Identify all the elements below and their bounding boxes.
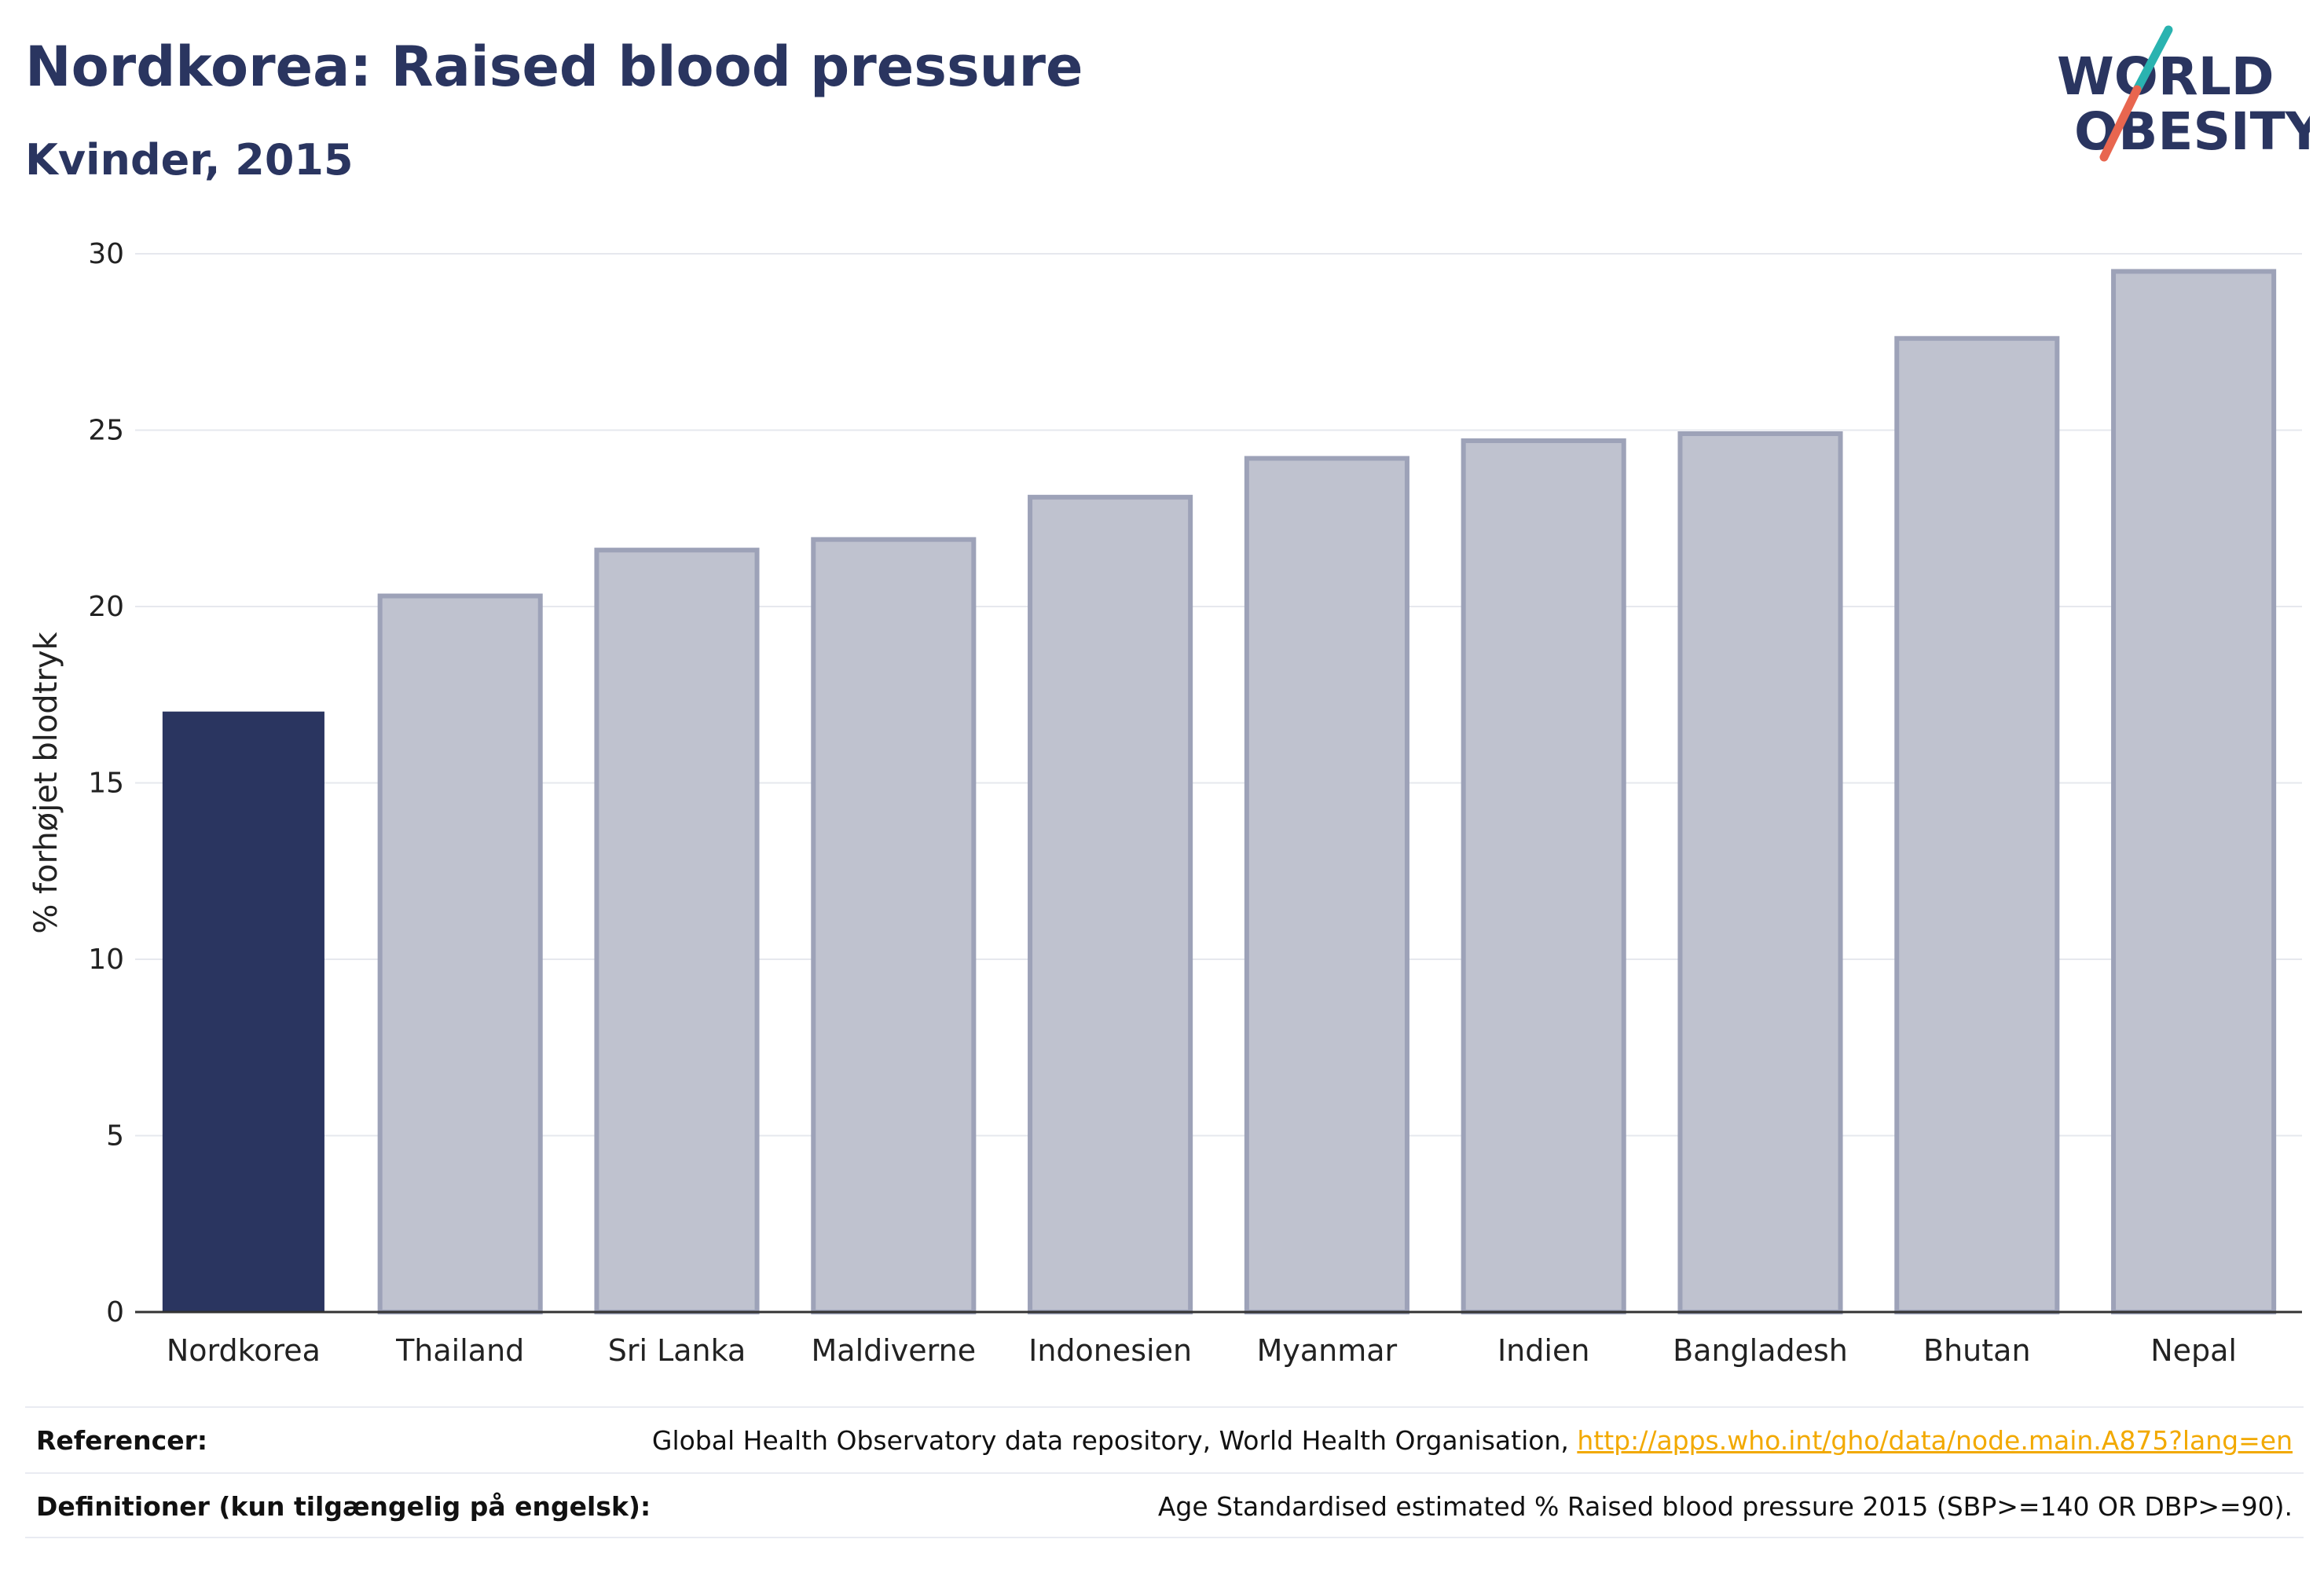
x-tick-label: Thailand: [395, 1333, 524, 1368]
x-tick-label: Bhutan: [1923, 1333, 2031, 1368]
world-obesity-logo-graphic: WORLD OBESITY: [2057, 25, 2324, 162]
bar-chart: 0 5 10 15 20 25 30 Nordkorea Thailand Sri Lanka Ma…: [28, 238, 2302, 1368]
footer-bottom-rule: [25, 1537, 2304, 1538]
x-tick-label: Myanmar: [1257, 1333, 1398, 1368]
world-obesity-logo: WORLD OBESITY: [2043, 24, 2324, 173]
chart-subtitle: Kvinder, 2015: [25, 135, 354, 185]
definitions-label: Definitioner (kun tilgængelig på engelsk…: [36, 1491, 651, 1522]
x-tick-label: Sri Lanka: [608, 1333, 746, 1368]
chart-title: Nordkorea: Raised blood pressure: [25, 35, 1083, 99]
bar-myanmar[interactable]: [1244, 456, 1409, 1314]
references-link[interactable]: http://apps.who.int/gho/data/node.main.A…: [1577, 1425, 2293, 1456]
bar-thailand[interactable]: [377, 593, 543, 1314]
logo-slash-bottom: [2099, 85, 2142, 162]
y-tick-label: 15: [88, 768, 124, 800]
x-tick-label: Bangladesh: [1673, 1333, 1848, 1368]
y-tick-label: 20: [88, 591, 124, 623]
references-value: Global Health Observatory data repositor…: [652, 1425, 2293, 1456]
x-tick-label: Maldiverne: [812, 1333, 977, 1368]
x-tick-label: Indien: [1497, 1333, 1589, 1368]
logo-slash-top: [2132, 25, 2173, 94]
references-row: Referencer: Global Health Observatory da…: [25, 1406, 2304, 1471]
definitions-row: Definitioner (kun tilgængelig på engelsk…: [25, 1472, 2304, 1537]
x-tick-label: Indonesien: [1028, 1333, 1192, 1368]
bar-sri-lanka[interactable]: [594, 548, 760, 1314]
bar-maldiverne[interactable]: [811, 537, 977, 1314]
logo-line1: WORLD: [2057, 46, 2275, 107]
references-text: Global Health Observatory data repositor…: [651, 1425, 1578, 1456]
definitions-value: Age Standardised estimated % Raised bloo…: [1157, 1491, 2293, 1522]
y-tick-label: 10: [88, 944, 124, 976]
bar-bhutan[interactable]: [1894, 335, 2060, 1314]
x-tick-label: Nordkorea: [167, 1333, 321, 1368]
bar-indien[interactable]: [1461, 438, 1626, 1314]
bar-bangladesh[interactable]: [1677, 431, 1843, 1314]
y-tick-label: 5: [106, 1120, 124, 1153]
bar-nepal[interactable]: [2111, 269, 2277, 1315]
y-axis-label: % forhøjet blodtryk: [28, 632, 64, 934]
bar-nordkorea[interactable]: [162, 711, 324, 1313]
references-label: Referencer:: [36, 1425, 208, 1456]
y-tick-label: 0: [106, 1296, 124, 1329]
x-tick-label: Nepal: [2150, 1333, 2237, 1368]
y-tick-label: 25: [88, 415, 124, 447]
y-tick-label: 30: [88, 238, 124, 270]
bar-indonesien[interactable]: [1028, 494, 1193, 1314]
